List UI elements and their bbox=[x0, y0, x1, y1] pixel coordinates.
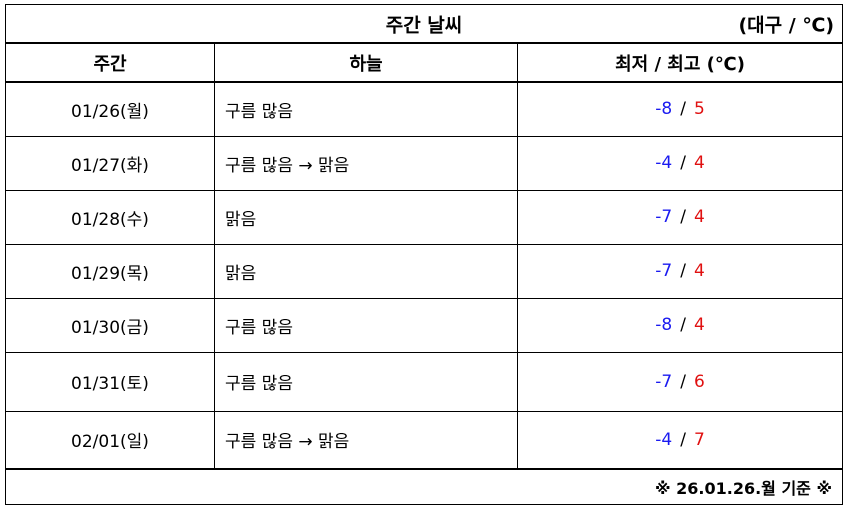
weekly-weather-table: 주간 날씨 (대구 / ℃) 주간 하늘 최저 / 최고 (℃) 01/26(월… bbox=[4, 4, 844, 505]
temp-separator: / bbox=[680, 207, 686, 227]
reference-date-note: ※ 26.01.26.월 기준 ※ bbox=[4, 468, 844, 505]
high-temp: 7 bbox=[693, 429, 705, 450]
table-row: 01/27(화) 구름 많음 → 맑음 -4 / 4 bbox=[5, 135, 844, 191]
date-cell: 01/30(금) bbox=[5, 297, 215, 353]
sky-cell: 구름 많음 bbox=[214, 297, 518, 353]
table-row: 02/01(일) 구름 많음 → 맑음 -4 / 7 bbox=[5, 410, 844, 470]
low-temp: -4 bbox=[655, 153, 673, 173]
sky-cell: 맑음 bbox=[214, 243, 518, 299]
header-week: 주간 bbox=[5, 42, 215, 83]
footer-row: ※ 26.01.26.월 기준 ※ bbox=[4, 468, 844, 505]
sky-cell: 구름 많음 bbox=[214, 81, 518, 137]
date-cell: 01/28(수) bbox=[5, 189, 215, 245]
high-temp: 4 bbox=[693, 261, 705, 281]
header-row: 주간 하늘 최저 / 최고 (℃) bbox=[5, 42, 844, 83]
title-cell: 주간 날씨 (대구 / ℃) bbox=[4, 4, 844, 44]
date-cell: 01/26(월) bbox=[5, 81, 215, 137]
temp-separator: / bbox=[680, 429, 686, 450]
date-cell: 01/27(화) bbox=[5, 135, 215, 191]
low-temp: -7 bbox=[655, 261, 673, 281]
temp-cell: -8 / 5 bbox=[516, 81, 844, 137]
low-temp: -8 bbox=[655, 315, 673, 335]
temp-cell: -8 / 4 bbox=[516, 297, 844, 353]
high-temp: 6 bbox=[693, 371, 705, 392]
sky-cell: 구름 많음 bbox=[214, 351, 518, 412]
low-temp: -4 bbox=[655, 429, 673, 450]
date-cell: 01/31(토) bbox=[5, 351, 215, 412]
title-row: 주간 날씨 (대구 / ℃) bbox=[4, 4, 844, 44]
temp-separator: / bbox=[680, 315, 686, 335]
date-cell: 02/01(일) bbox=[5, 410, 215, 470]
high-temp: 4 bbox=[693, 315, 705, 335]
high-temp: 4 bbox=[693, 207, 705, 227]
temp-cell: -7 / 4 bbox=[516, 189, 844, 245]
table-title: 주간 날씨 bbox=[385, 14, 463, 36]
temp-separator: / bbox=[680, 371, 686, 392]
low-temp: -7 bbox=[655, 371, 673, 392]
sky-cell: 구름 많음 → 맑음 bbox=[214, 135, 518, 191]
temp-cell: -7 / 4 bbox=[516, 243, 844, 299]
location-unit-label: (대구 / ℃) bbox=[738, 14, 835, 36]
temp-separator: / bbox=[680, 261, 686, 281]
table-row: 01/31(토) 구름 많음 -7 / 6 bbox=[5, 351, 844, 412]
temp-cell: -4 / 4 bbox=[516, 135, 844, 191]
sky-cell: 맑음 bbox=[214, 189, 518, 245]
header-temp: 최저 / 최고 (℃) bbox=[516, 42, 844, 83]
temp-separator: / bbox=[680, 99, 686, 120]
high-temp: 5 bbox=[693, 99, 705, 120]
table-row: 01/30(금) 구름 많음 -8 / 4 bbox=[5, 297, 844, 353]
low-temp: -7 bbox=[655, 207, 673, 227]
date-cell: 01/29(목) bbox=[5, 243, 215, 299]
low-temp: -8 bbox=[655, 99, 673, 120]
high-temp: 4 bbox=[693, 153, 705, 173]
temp-cell: -7 / 6 bbox=[516, 351, 844, 412]
temp-separator: / bbox=[680, 153, 686, 173]
weekly-weather-table-container: 주간 날씨 (대구 / ℃) 주간 하늘 최저 / 최고 (℃) 01/26(월… bbox=[4, 4, 844, 505]
table-row: 01/29(목) 맑음 -7 / 4 bbox=[5, 243, 844, 299]
header-sky: 하늘 bbox=[214, 42, 518, 83]
table-row: 01/26(월) 구름 많음 -8 / 5 bbox=[5, 81, 844, 137]
table-row: 01/28(수) 맑음 -7 / 4 bbox=[5, 189, 844, 245]
temp-cell: -4 / 7 bbox=[516, 410, 844, 470]
sky-cell: 구름 많음 → 맑음 bbox=[214, 410, 518, 470]
